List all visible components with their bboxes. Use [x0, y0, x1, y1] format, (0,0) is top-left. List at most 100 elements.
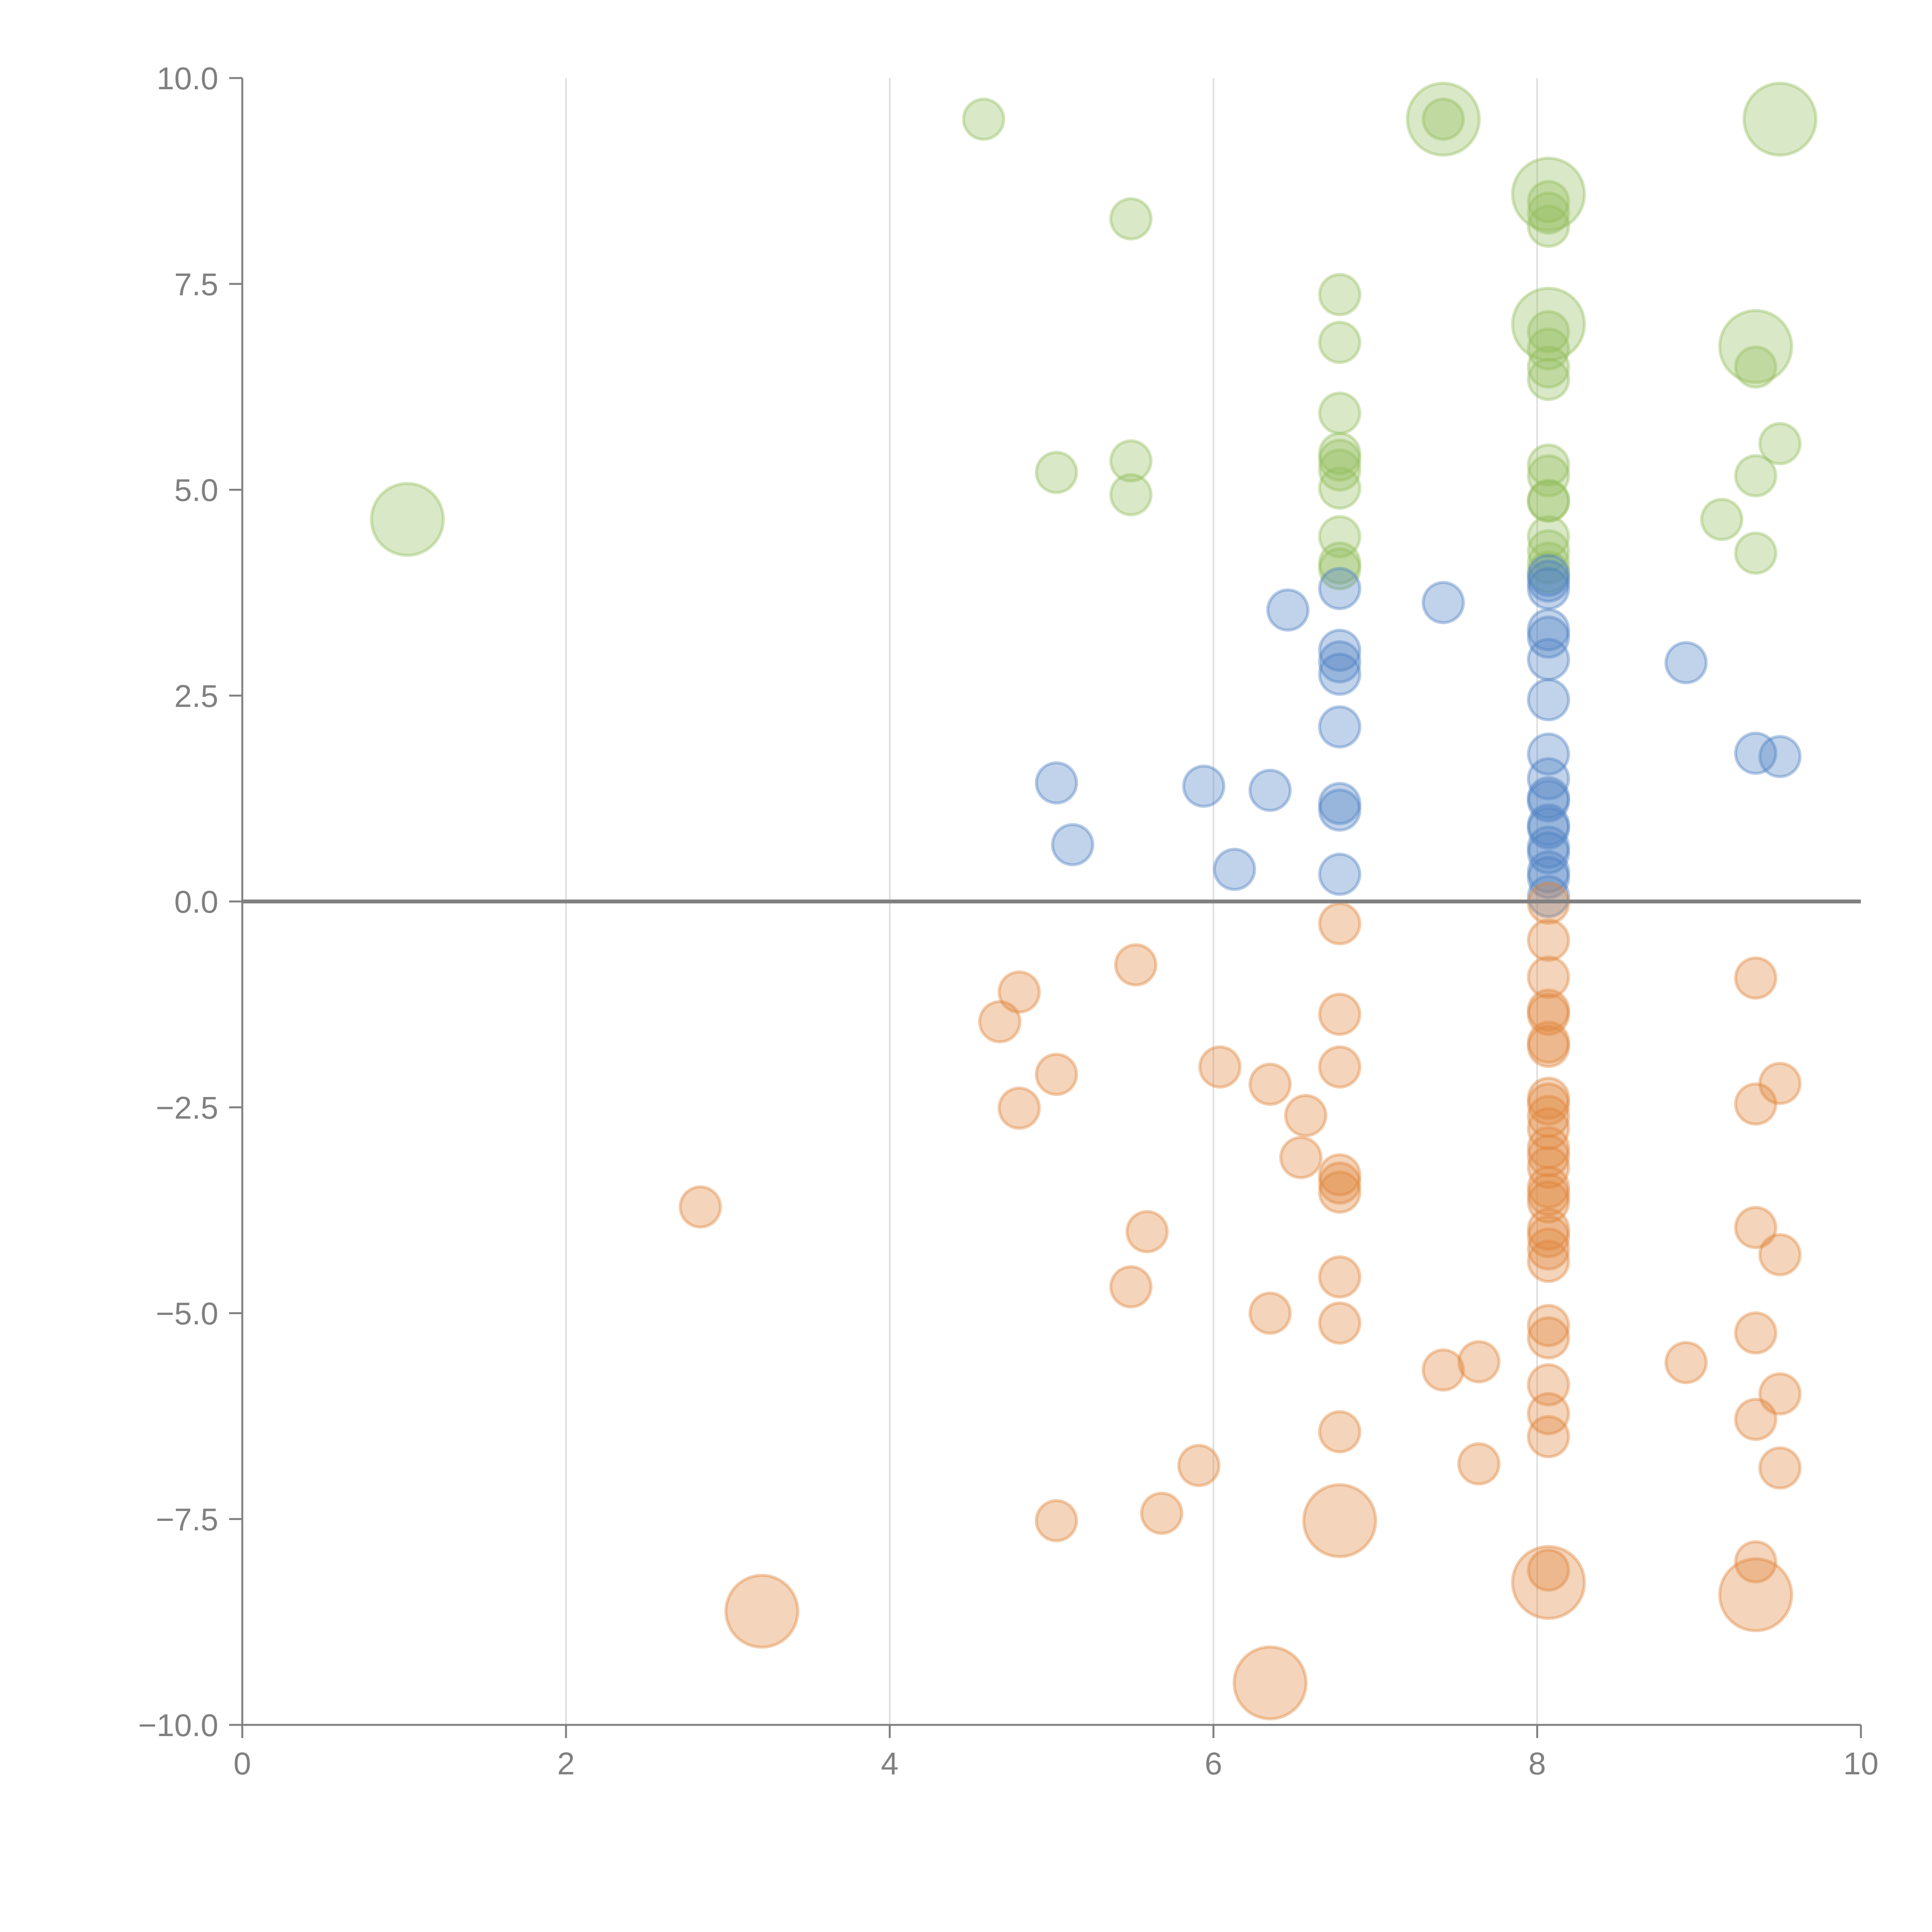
data-point-blue	[1213, 847, 1256, 891]
y-tick-label: −2.5	[156, 1090, 218, 1126]
data-point-green	[370, 482, 445, 557]
data-point-green	[1318, 432, 1362, 475]
data-point-orange	[1758, 1446, 1802, 1490]
data-point-orange	[1318, 1153, 1362, 1197]
data-point-orange	[1527, 1107, 1570, 1151]
data-point-blue	[1318, 782, 1362, 825]
data-point-green	[1527, 443, 1570, 487]
x-tick-label: 8	[1528, 1746, 1546, 1781]
data-point-green	[1318, 273, 1362, 316]
data-point-green	[1527, 357, 1570, 401]
data-point-green	[1758, 422, 1802, 466]
data-point-blue	[1527, 615, 1570, 659]
data-point-orange	[1511, 1545, 1586, 1620]
data-point-orange	[1279, 1136, 1323, 1179]
data-point-orange	[1734, 1082, 1777, 1126]
data-point-blue	[1527, 638, 1570, 681]
data-point-orange	[1177, 1444, 1221, 1487]
data-point-green	[1318, 391, 1362, 435]
data-point-blue	[1318, 788, 1362, 832]
data-point-blue	[1527, 776, 1570, 820]
data-point-blue	[1527, 567, 1570, 611]
data-point-blue	[1318, 705, 1362, 749]
x-tick-label: 4	[881, 1746, 899, 1781]
data-point-blue	[1527, 856, 1570, 900]
data-point-blue	[1182, 764, 1226, 808]
data-point-orange	[1248, 1291, 1292, 1335]
data-point-green	[1318, 448, 1362, 492]
data-point-orange	[1527, 1082, 1570, 1126]
data-point-green	[962, 97, 1005, 141]
data-point-orange	[1527, 918, 1570, 962]
data-point-orange	[1527, 1165, 1570, 1209]
data-point-blue	[1527, 875, 1570, 918]
data-point-orange	[1527, 1095, 1570, 1138]
x-tick-label: 0	[233, 1746, 251, 1781]
data-point-green	[1511, 156, 1586, 232]
series-orange	[679, 881, 1802, 1721]
data-point-orange	[1457, 1442, 1501, 1486]
data-point-blue	[1527, 554, 1570, 597]
series-green	[370, 82, 1818, 594]
data-point-blue	[1527, 831, 1570, 875]
y-tick-label: 10.0	[156, 61, 218, 96]
data-point-blue	[1318, 640, 1362, 684]
data-point-green	[1422, 97, 1465, 141]
data-point-blue	[1051, 823, 1094, 866]
data-point-orange	[1527, 1180, 1570, 1224]
data-point-orange	[1758, 1372, 1802, 1416]
data-point-blue	[1318, 629, 1362, 672]
data-point-orange	[1527, 1146, 1570, 1189]
data-point-orange	[1318, 1161, 1362, 1205]
data-point-orange	[1527, 1025, 1570, 1068]
data-point-orange	[1318, 1301, 1362, 1345]
data-point-green	[1527, 191, 1570, 235]
data-point-blue	[1758, 735, 1802, 778]
data-point-blue	[1266, 588, 1310, 632]
data-point-orange	[1198, 1045, 1242, 1089]
data-point-orange	[1758, 1061, 1802, 1105]
data-point-orange	[978, 1000, 1022, 1044]
data-point-orange	[1318, 1045, 1362, 1089]
data-point-orange	[1109, 1265, 1153, 1309]
data-point-green	[1527, 541, 1570, 585]
data-point-orange	[1527, 1173, 1570, 1216]
y-tick-label: 0.0	[174, 884, 218, 920]
data-point-green	[1718, 309, 1793, 384]
data-point-green	[1527, 454, 1570, 498]
data-point-orange	[1527, 1240, 1570, 1283]
data-point-blue	[1248, 769, 1292, 812]
data-point-orange	[1527, 1020, 1570, 1064]
data-point-orange	[1318, 992, 1362, 1036]
data-point-orange	[1527, 1126, 1570, 1170]
data-point-green	[1527, 480, 1570, 523]
data-point-orange	[1527, 1134, 1570, 1178]
data-point-orange	[1734, 1398, 1777, 1441]
data-point-orange	[1457, 1340, 1501, 1384]
data-point-green	[1527, 479, 1570, 522]
data-point-blue	[1527, 757, 1570, 801]
data-point-orange	[1527, 1304, 1570, 1347]
data-point-green	[1318, 515, 1362, 558]
data-point-orange	[997, 970, 1041, 1014]
data-point-blue	[1035, 761, 1078, 805]
data-point-green	[1406, 82, 1481, 157]
data-point-blue	[1664, 641, 1708, 685]
series-blue	[1035, 554, 1802, 918]
data-point-green	[1700, 498, 1743, 541]
y-tick-label: 5.0	[174, 473, 218, 508]
data-point-blue	[1527, 608, 1570, 651]
y-tick-label: −5.0	[156, 1296, 218, 1332]
data-point-orange	[1527, 1227, 1570, 1271]
data-point-green	[1109, 473, 1153, 517]
data-point-green	[1734, 345, 1777, 389]
data-point-orange	[1734, 1540, 1777, 1584]
data-point-orange	[1527, 1077, 1570, 1120]
data-point-blue	[1527, 779, 1570, 823]
data-point-blue	[1318, 852, 1362, 896]
data-point-orange	[1318, 1410, 1362, 1454]
data-point-orange	[1527, 1363, 1570, 1406]
data-point-orange	[724, 1573, 799, 1649]
data-point-green	[1734, 454, 1777, 498]
data-point-blue	[1527, 560, 1570, 603]
